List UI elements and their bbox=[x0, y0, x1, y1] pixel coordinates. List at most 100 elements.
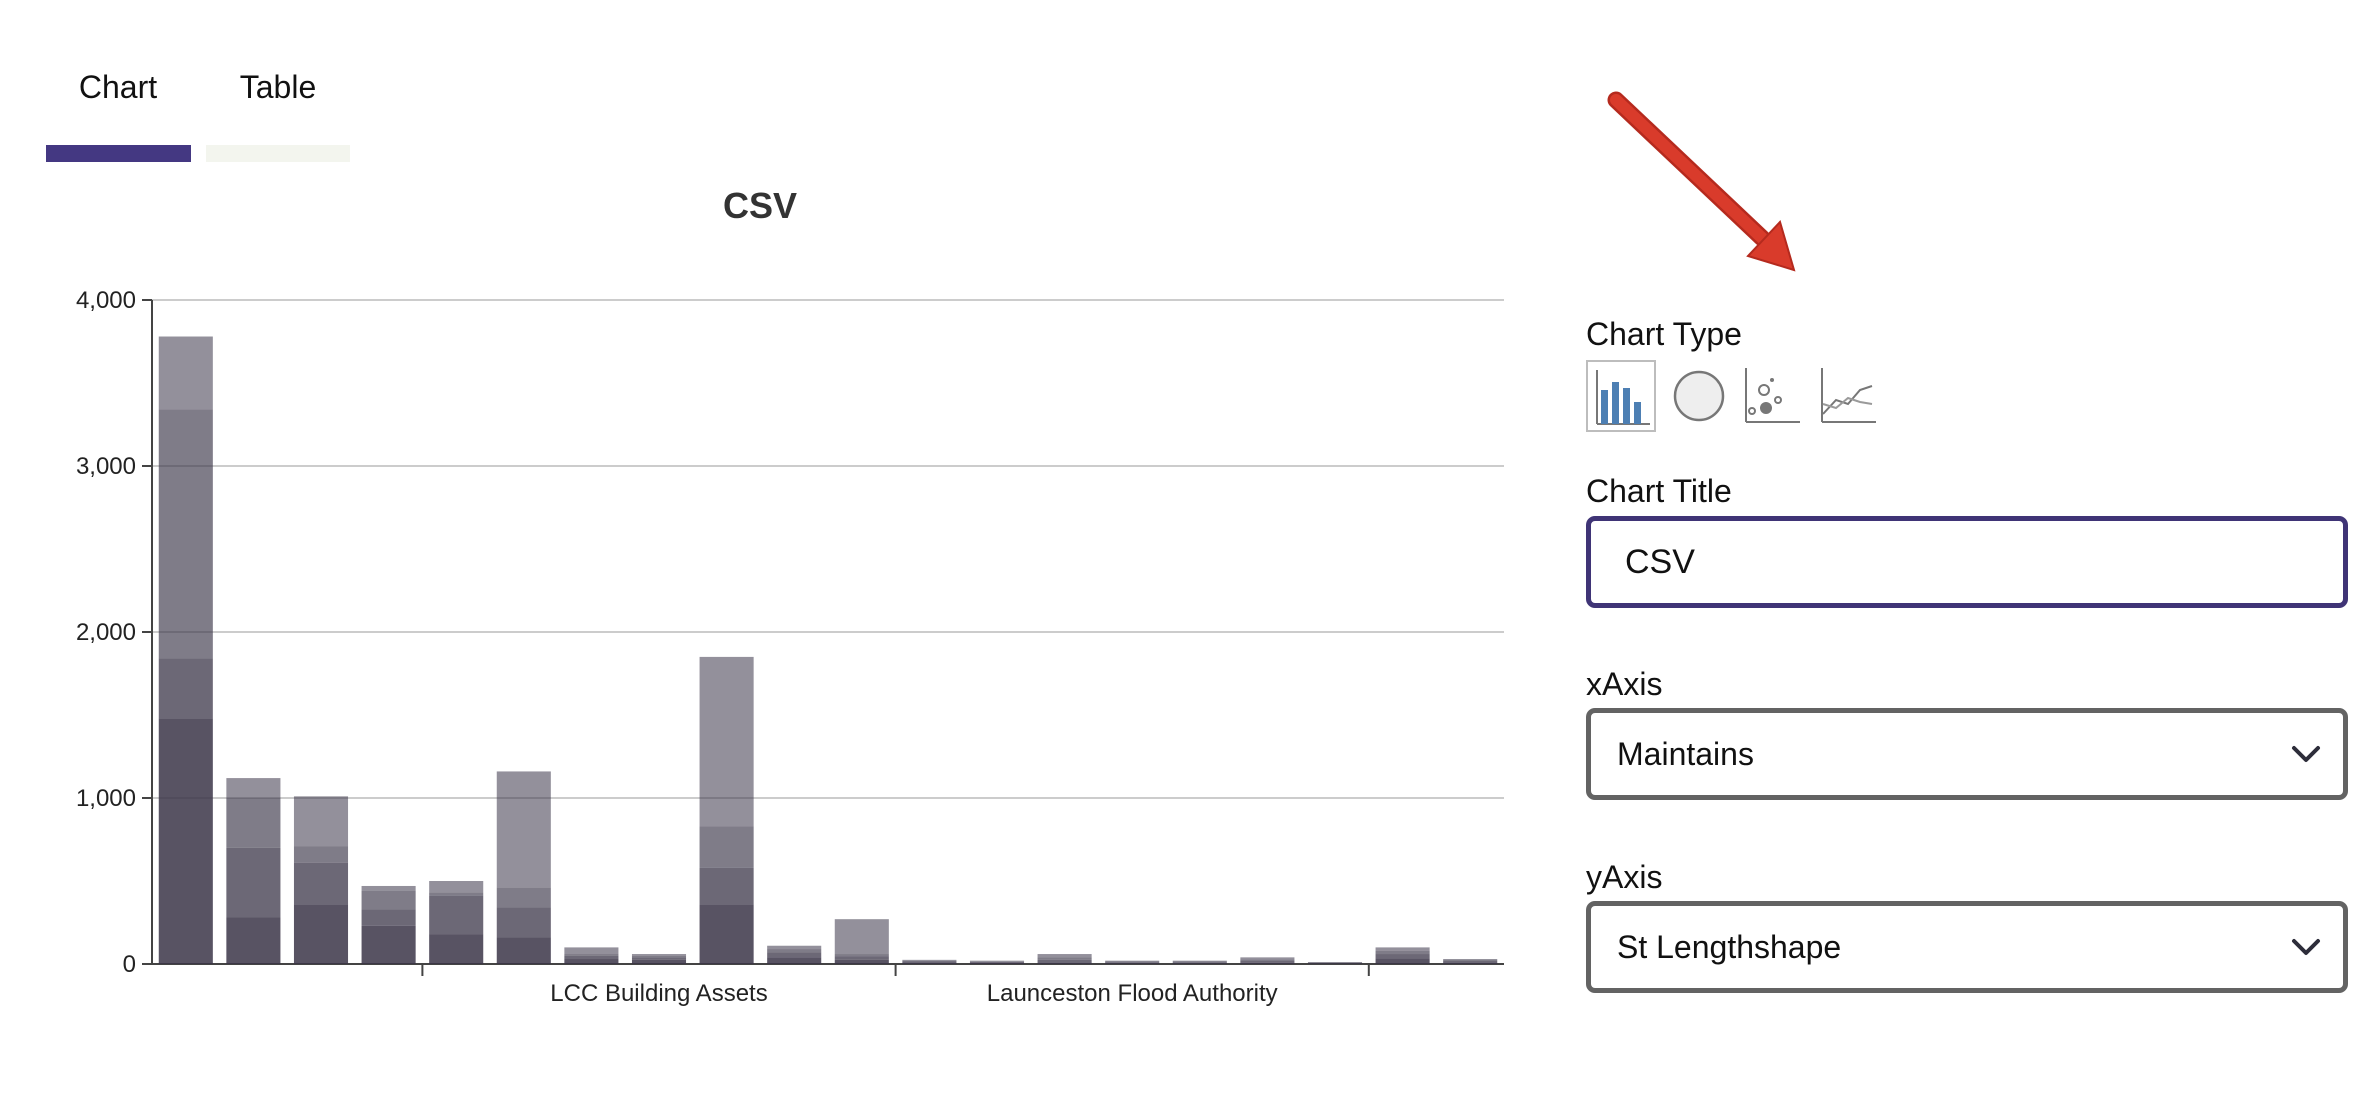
line-chart-icon bbox=[1821, 368, 1876, 423]
yaxis-select[interactable]: St Lengthshape bbox=[1586, 901, 2348, 993]
bar-segment bbox=[1375, 954, 1430, 959]
bar-segment bbox=[293, 846, 349, 863]
bar-chart-icon bbox=[1596, 370, 1650, 425]
bar-segment bbox=[699, 826, 754, 868]
bar-segment bbox=[1443, 960, 1498, 962]
bar-segment bbox=[1240, 962, 1295, 964]
chart-title-input[interactable] bbox=[1586, 516, 2348, 608]
chart-title-label: Chart Title bbox=[1586, 473, 1732, 509]
chart-type-pie-button[interactable] bbox=[1664, 360, 1734, 432]
y-tick-label: 1,000 bbox=[76, 785, 136, 812]
bar-segment bbox=[699, 867, 754, 905]
bar-segment bbox=[361, 909, 416, 926]
bar-segment bbox=[1105, 961, 1160, 963]
yaxis-label: yAxis bbox=[1586, 859, 1663, 895]
tab-chart[interactable]: Chart bbox=[78, 69, 158, 105]
chart-type-line-button[interactable] bbox=[1814, 360, 1884, 432]
y-tick-label: 0 bbox=[123, 951, 136, 978]
pie-chart-icon bbox=[1673, 370, 1725, 422]
bar-segment bbox=[429, 934, 484, 964]
bar-segment bbox=[564, 954, 619, 956]
tab-table-indicator bbox=[206, 145, 350, 162]
bar-segment bbox=[834, 919, 889, 955]
y-tick-label: 3,000 bbox=[76, 453, 136, 480]
bar-segment bbox=[1240, 959, 1295, 962]
bar-segment bbox=[1037, 962, 1092, 964]
bar-segment bbox=[1037, 957, 1092, 960]
bar-segment bbox=[361, 925, 416, 964]
bar-segment bbox=[496, 771, 551, 888]
bar-segment bbox=[158, 658, 213, 719]
bar-segment bbox=[767, 949, 822, 953]
arrow-shaft bbox=[1610, 94, 1768, 244]
bar-segment bbox=[1037, 954, 1092, 958]
bar-segment bbox=[1443, 962, 1498, 964]
bar-segment bbox=[361, 890, 416, 910]
bar-segment bbox=[902, 960, 957, 962]
bar-segment bbox=[564, 947, 619, 955]
bar-segment bbox=[834, 959, 889, 964]
red-arrow-annotation bbox=[1607, 91, 1796, 272]
xaxis-selected-value: Maintains bbox=[1617, 736, 1754, 772]
bar-segment bbox=[1105, 962, 1160, 964]
bar-segment bbox=[1240, 957, 1295, 960]
bar-segment bbox=[767, 957, 822, 964]
bar-segment bbox=[969, 962, 1025, 964]
bar-segment bbox=[631, 957, 687, 960]
bar-segment bbox=[699, 904, 754, 964]
bar-segment bbox=[699, 656, 754, 827]
bar-segment bbox=[1375, 950, 1430, 955]
bar-segment bbox=[1307, 963, 1363, 964]
bar-segment bbox=[834, 954, 889, 957]
bar-segment bbox=[834, 956, 889, 960]
bar-segment bbox=[631, 955, 687, 958]
bar-segment bbox=[158, 718, 213, 964]
bar-segment bbox=[226, 778, 281, 798]
bar-segment bbox=[564, 959, 619, 964]
y-tick-label: 4,000 bbox=[76, 287, 136, 314]
bar-segment bbox=[1443, 961, 1498, 963]
bar-segment bbox=[1172, 960, 1227, 962]
chart-type-bar-button[interactable] bbox=[1586, 360, 1656, 432]
x-group-label: Launceston Flood Authority bbox=[987, 980, 1278, 1007]
bar-segment bbox=[429, 892, 484, 896]
chevron-down-icon bbox=[2292, 746, 2320, 762]
tab-table[interactable]: Table bbox=[239, 69, 317, 105]
scatter-chart-icon bbox=[1745, 368, 1800, 423]
tab-chart-indicator bbox=[46, 145, 191, 162]
bar-segment bbox=[361, 885, 416, 891]
bar-segment bbox=[1105, 963, 1160, 964]
bar-segment bbox=[496, 937, 551, 964]
arrow-head bbox=[1746, 220, 1796, 272]
bar-segment bbox=[969, 961, 1025, 963]
bar-segment bbox=[1443, 959, 1498, 961]
bar-segment bbox=[631, 959, 687, 964]
y-tick-label: 2,000 bbox=[76, 619, 136, 646]
bar-segment bbox=[564, 955, 619, 960]
bar-segment bbox=[631, 954, 687, 956]
xaxis-select[interactable]: Maintains bbox=[1586, 708, 2348, 800]
bar-segment bbox=[767, 945, 822, 950]
chart-type-label: Chart Type bbox=[1586, 316, 1742, 352]
chart-title: CSV bbox=[723, 185, 797, 226]
bar-segment bbox=[226, 847, 281, 918]
bar-segment bbox=[902, 962, 957, 964]
bar-segment bbox=[226, 798, 281, 848]
chevron-down-icon bbox=[2292, 939, 2320, 955]
bar-segment bbox=[429, 881, 484, 893]
x-group-label: LCC Building Assets bbox=[550, 980, 767, 1007]
bar-segment bbox=[1240, 961, 1295, 963]
bar-segment bbox=[496, 907, 551, 938]
bar-segment bbox=[158, 409, 213, 659]
bar-segment bbox=[293, 904, 349, 964]
bar-segment bbox=[1105, 960, 1160, 962]
bar-segment bbox=[158, 336, 213, 410]
chart-type-scatter-button[interactable] bbox=[1738, 360, 1808, 432]
bar-segment bbox=[1375, 947, 1430, 951]
bar-segment bbox=[902, 961, 957, 963]
xaxis-label: xAxis bbox=[1586, 666, 1663, 702]
bar-segment bbox=[1037, 959, 1092, 963]
bar-segment bbox=[293, 862, 349, 905]
stacked-bar-chart: CSV 0 1,000 2,000 3,000 4,000 LCC Building Ass… bbox=[76, 185, 1504, 1007]
bar-segment bbox=[226, 917, 281, 964]
